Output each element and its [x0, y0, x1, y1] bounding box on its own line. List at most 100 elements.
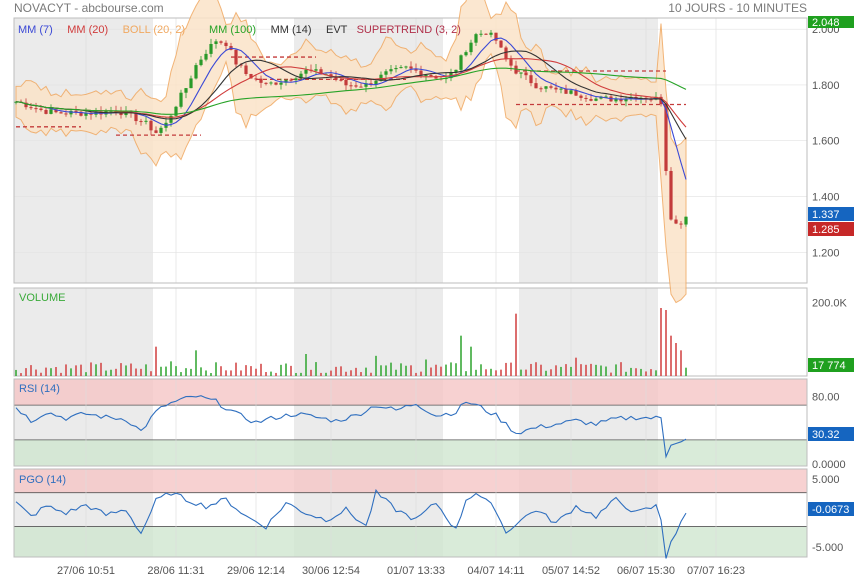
candle-body [434, 76, 438, 79]
candle-body [679, 223, 683, 225]
volume-bar [375, 355, 377, 376]
volume-bar [500, 369, 502, 376]
volume-bar [205, 370, 207, 376]
volume-bar [135, 368, 137, 376]
candle-body [624, 99, 628, 102]
volume-bar [470, 346, 472, 376]
volume-bar [115, 368, 117, 376]
candle-body [294, 78, 298, 81]
candle-body [159, 127, 163, 133]
volume-bar [395, 369, 397, 376]
volume-bar [60, 372, 62, 376]
candle-body [569, 90, 573, 94]
volume-bar [45, 367, 47, 376]
candle-body [674, 219, 678, 224]
volume-bar [630, 367, 632, 376]
volume-bar [575, 357, 577, 376]
volume-bar [510, 362, 512, 376]
last-volume-box [808, 358, 854, 372]
top-price-label: 2.048 [812, 17, 840, 29]
volume-bar [305, 354, 307, 376]
volume-bar [110, 369, 112, 376]
candle-body [279, 82, 283, 85]
candle-body [354, 85, 358, 87]
candle-body [219, 41, 223, 43]
volume-bar [365, 367, 367, 376]
volume-bar [535, 362, 537, 376]
volume-bar [150, 371, 152, 376]
volume-bar [185, 368, 187, 376]
candle-body [479, 33, 483, 35]
volume-bar [435, 364, 437, 376]
volume-bar [360, 372, 362, 376]
candle-body [29, 107, 33, 109]
rsi-title: RSI (14) [19, 383, 60, 395]
volume-bar [235, 362, 237, 376]
volume-bar [490, 368, 492, 376]
candle-body [589, 99, 593, 101]
price-tick-label: 1.200 [812, 247, 840, 259]
candle-body [474, 34, 478, 43]
volume-bar [430, 367, 432, 376]
candle-body [284, 79, 288, 83]
volume-bar [85, 372, 87, 376]
x-tick-label: 01/07 13:33 [387, 565, 445, 577]
volume-bar [415, 372, 417, 376]
volume-bar [275, 372, 277, 376]
volume-bar [635, 368, 637, 376]
volume-bar [220, 366, 222, 376]
volume-bar [495, 370, 497, 376]
volume-bar [560, 366, 562, 376]
volume-bar [515, 313, 517, 376]
candle-body [544, 86, 548, 89]
volume-bar [655, 370, 657, 376]
volume-bar [70, 368, 72, 376]
candle-body [519, 72, 523, 74]
oversold-zone [14, 526, 807, 557]
volume-bar [215, 362, 217, 376]
volume-bar [95, 364, 97, 376]
candle-body [404, 66, 408, 68]
rsi-last-box [808, 427, 854, 441]
candle-body [134, 112, 138, 122]
pgo-tick-label: 5.000 [812, 474, 840, 486]
volume-bar [385, 365, 387, 376]
volume-bar [610, 372, 612, 376]
candle-body [359, 86, 363, 88]
candle-body [459, 55, 463, 70]
volume-bar [445, 364, 447, 376]
volume-bar [425, 359, 427, 376]
volume-bar [155, 346, 157, 376]
volume-bar [585, 364, 587, 376]
volume-bar [295, 372, 297, 376]
volume-bar [565, 364, 567, 376]
last-price-label-blue: 1.337 [812, 209, 840, 221]
volume-bar [505, 362, 507, 376]
candle-body [559, 88, 563, 90]
volume-bar [645, 371, 647, 376]
pgo-last-label: -0.0673 [812, 504, 849, 516]
volume-bar [100, 362, 102, 376]
last-price-box-red [808, 222, 854, 236]
indicator-lines [15, 395, 687, 559]
x-tick-label: 27/06 10:51 [57, 565, 115, 577]
candle-body [174, 106, 178, 116]
volume-bar [255, 368, 257, 376]
volume-bar [525, 369, 527, 376]
volume-bar [125, 365, 127, 376]
candle-body [484, 33, 488, 35]
candle-body [374, 80, 378, 85]
volume-bar [330, 370, 332, 376]
volume-bar [550, 369, 552, 376]
volume-bar [160, 366, 162, 376]
volume-bar [355, 367, 357, 376]
volume-bar [450, 362, 452, 376]
candle-body [379, 74, 383, 81]
candle-body [524, 72, 528, 76]
indicator-zones [14, 379, 807, 557]
candle-body [224, 42, 228, 47]
volume-bar [590, 363, 592, 376]
volume-bar [580, 364, 582, 376]
candle-body [494, 32, 498, 41]
candle-body [49, 109, 53, 114]
